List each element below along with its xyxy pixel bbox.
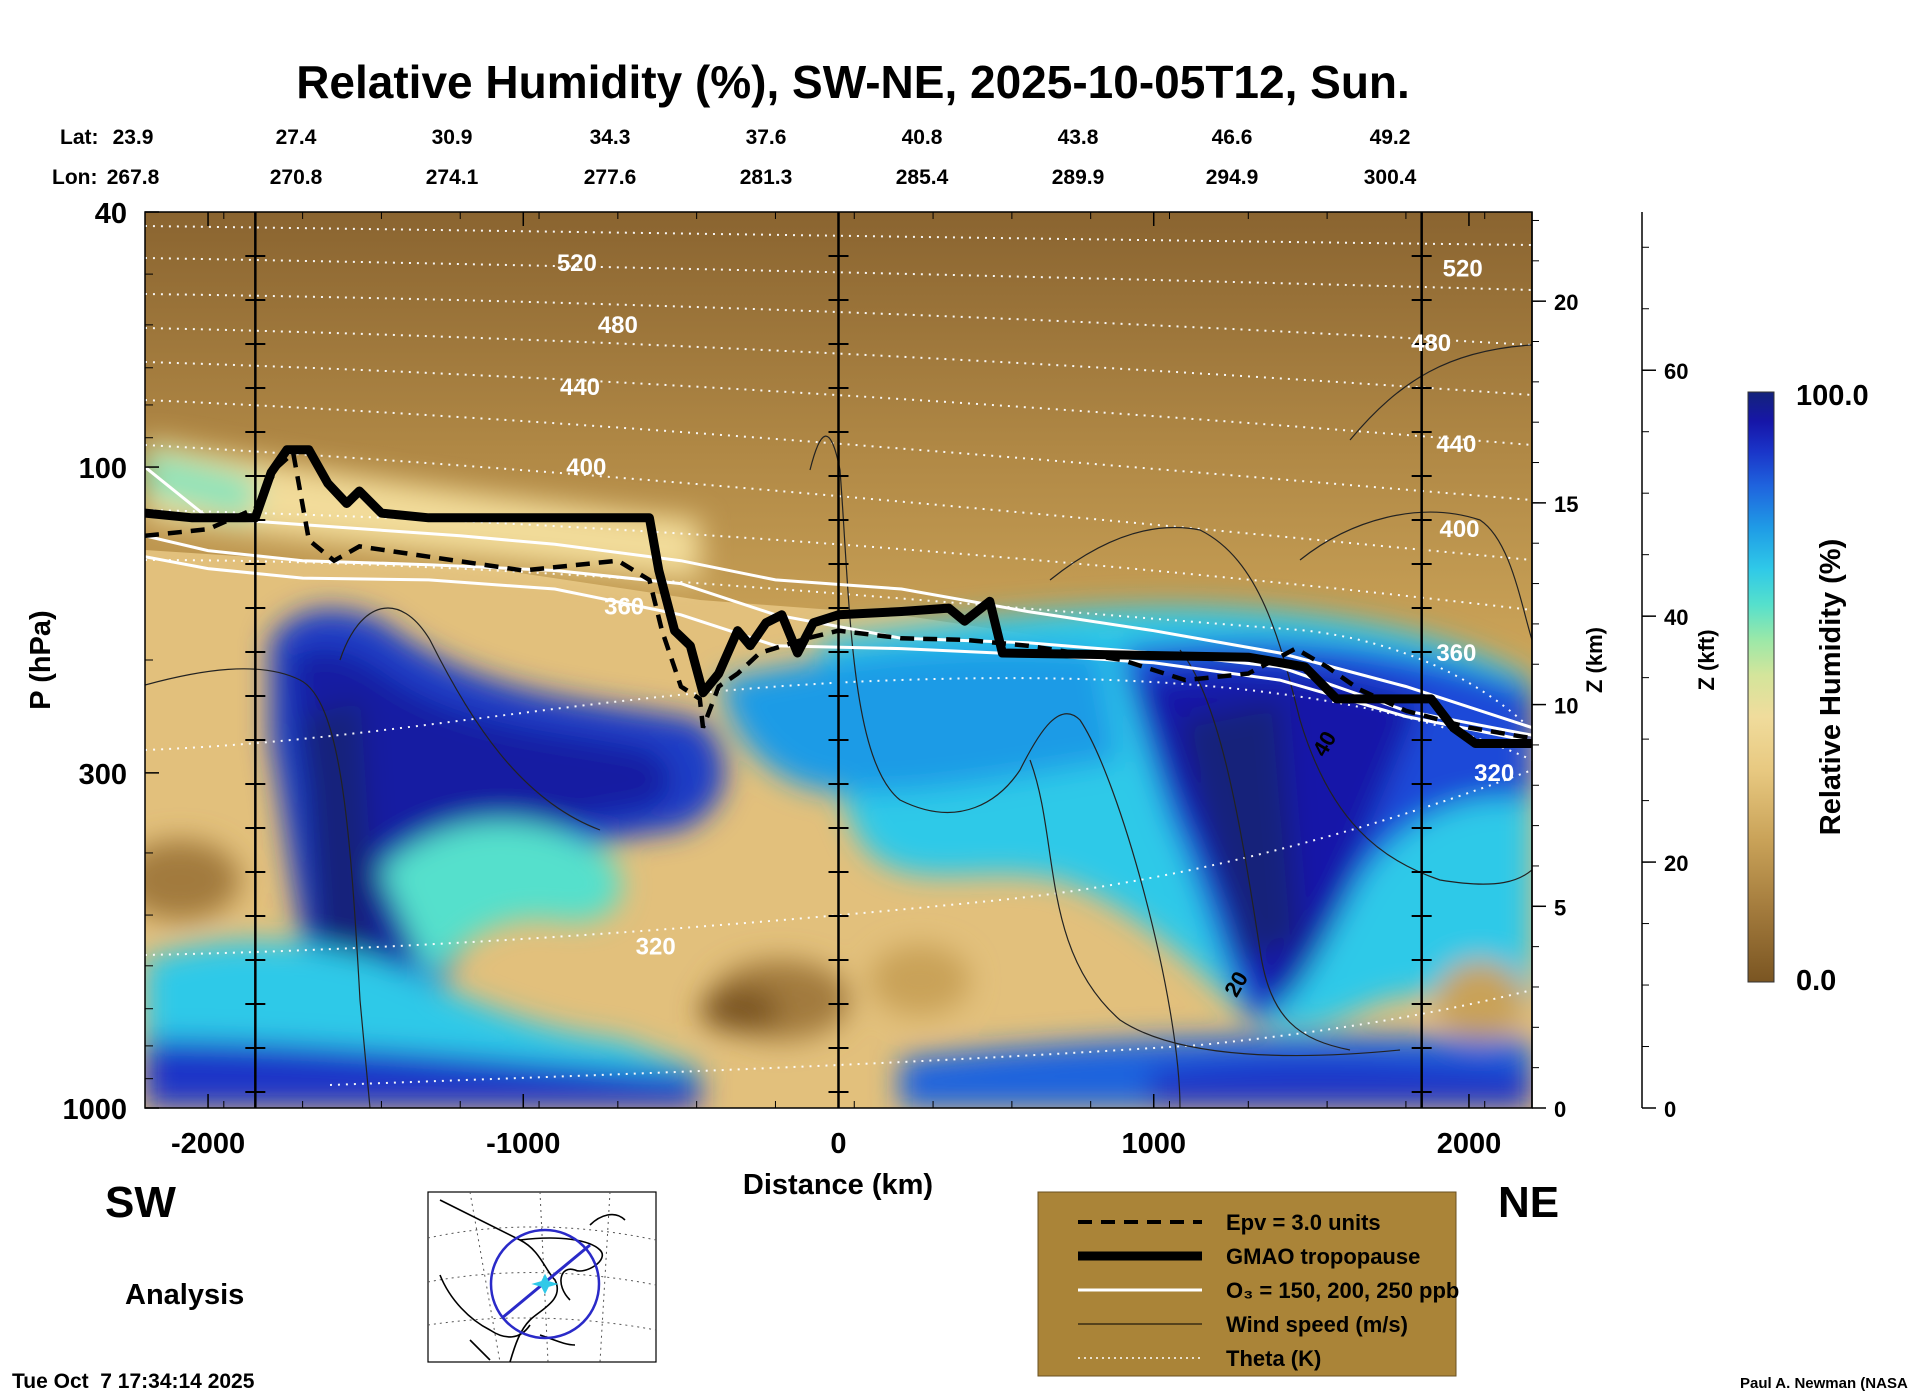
analysis-label: Analysis <box>125 1279 244 1311</box>
theta-label: 440 <box>560 374 600 401</box>
legend-label: Theta (K) <box>1226 1346 1321 1371</box>
colorbar: 100.0 0.0 Relative Humidity (%) <box>1747 380 1869 997</box>
lat-value: 27.4 <box>276 126 317 149</box>
z-km-tick-label: 10 <box>1554 694 1578 719</box>
legend-label: O₃ = 150, 200, 250 ppb <box>1226 1278 1459 1303</box>
z-km-tick-label: 5 <box>1554 895 1566 920</box>
theta-label: 400 <box>1439 516 1479 543</box>
theta-contours <box>145 225 1532 1086</box>
z-kft-tick-label: 20 <box>1664 851 1688 876</box>
theta-label: 480 <box>1411 330 1451 357</box>
legend-label: Wind speed (m/s) <box>1226 1312 1408 1337</box>
theta-label: 360 <box>604 593 644 620</box>
y2-axis-label: Z (km) <box>1582 627 1607 693</box>
lon-value: 294.9 <box>1206 166 1259 189</box>
lon-value: 277.6 <box>584 166 637 189</box>
lat-value: 43.8 <box>1058 126 1099 149</box>
z-km-tick-label: 0 <box>1554 1097 1566 1122</box>
lat-value: 23.9 <box>113 126 154 149</box>
lat-value: 30.9 <box>432 126 473 149</box>
theta-label: 520 <box>1443 255 1483 282</box>
lat-values: 23.9 27.4 30.9 34.3 37.6 40.8 43.8 46.6 49.2 <box>113 126 1411 149</box>
x-axis-label: Distance (km) <box>743 1169 933 1201</box>
lat-value: 46.6 <box>1212 126 1253 149</box>
direction-ne: NE <box>1498 1178 1559 1227</box>
x-tick-label: 2000 <box>1437 1128 1502 1160</box>
y3-axis-label: Z (kft) <box>1694 629 1719 690</box>
theta-label: 360 <box>1436 640 1476 667</box>
vertical-markers <box>245 212 1432 1108</box>
z-kft-tick-label: 40 <box>1664 605 1688 630</box>
z-km-tick-label: 15 <box>1554 492 1578 517</box>
wind-speed-contours <box>145 344 1532 1108</box>
p-tick-label: 1000 <box>62 1094 127 1126</box>
ozone-line <box>145 465 1532 730</box>
lon-values: 267.8 270.8 274.1 277.6 281.3 285.4 289.9 294.9… <box>107 166 1417 189</box>
theta-label: 320 <box>636 934 676 961</box>
lat-value: 40.8 <box>902 126 943 149</box>
x-tick-label: 1000 <box>1121 1128 1186 1160</box>
timestamp: Tue Oct 7 17:34:14 2025 <box>12 1370 255 1393</box>
p-tick-label: 300 <box>79 759 127 791</box>
colorbar-max: 100.0 <box>1796 380 1869 412</box>
theta-label: 480 <box>598 312 638 339</box>
theta-label: 520 <box>557 250 597 277</box>
lon-value: 270.8 <box>270 166 323 189</box>
lon-value: 300.4 <box>1364 166 1417 189</box>
epv-line <box>145 448 1532 741</box>
colorbar-min: 0.0 <box>1796 965 1836 997</box>
theta-labels: 520 480 440 400 360 320 520 480 440 400 360 320 <box>557 250 1514 961</box>
legend: Epv = 3.0 units GMAO tropopause O₃ = 150, … <box>1037 1191 1459 1377</box>
lat-value: 37.6 <box>746 126 787 149</box>
lat-label: Lat: <box>60 126 99 149</box>
legend-label: GMAO tropopause <box>1226 1244 1420 1269</box>
y-axis-z-kft: 0 20 40 60 <box>1641 212 1688 1122</box>
z-kft-tick-label: 60 <box>1664 359 1688 384</box>
theta-label: 320 <box>1474 760 1514 787</box>
p-tick-label: 40 <box>95 198 127 230</box>
x-tick-label: -2000 <box>171 1128 245 1160</box>
lon-value: 289.9 <box>1052 166 1105 189</box>
z-km-tick-label: 20 <box>1554 290 1578 315</box>
y-axis-pressure: 1000 300 100 40 <box>62 198 159 1126</box>
legend-label: Epv = 3.0 units <box>1226 1210 1381 1235</box>
direction-sw: SW <box>105 1178 176 1227</box>
x-tick-label: 0 <box>830 1128 846 1160</box>
z-kft-tick-label: 0 <box>1664 1097 1676 1122</box>
chart-title: Relative Humidity (%), SW-NE, 2025-10-05… <box>296 56 1410 108</box>
lon-value: 285.4 <box>896 166 949 189</box>
lon-label: Lon: <box>52 166 97 189</box>
y-axis-z-km: 0 5 10 15 20 <box>1531 212 1578 1122</box>
y-axis-label: P (hPa) <box>25 610 57 709</box>
x-tick-label: -1000 <box>486 1128 560 1160</box>
tropopause-line <box>145 445 1532 748</box>
p-tick-label: 100 <box>79 453 127 485</box>
lon-value: 274.1 <box>426 166 479 189</box>
credit: Paul A. Newman (NASA <box>1740 1375 1908 1392</box>
lat-value: 34.3 <box>590 126 631 149</box>
theta-label: 440 <box>1436 431 1476 458</box>
x-axis: -2000 -1000 0 1000 2000 <box>144 212 1502 1160</box>
colorbar-title: Relative Humidity (%) <box>1815 539 1847 836</box>
lon-value: 281.3 <box>740 166 793 189</box>
ozone-line <box>145 555 1532 743</box>
inset-map <box>427 1191 657 1363</box>
theta-label: 400 <box>566 454 606 481</box>
lon-value: 267.8 <box>107 166 160 189</box>
lat-value: 49.2 <box>1370 126 1411 149</box>
